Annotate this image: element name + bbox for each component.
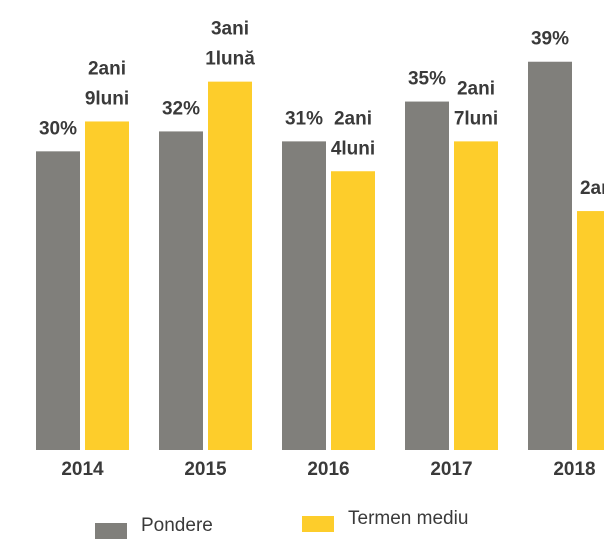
- x-tick-label: 2016: [307, 459, 349, 480]
- bar: [405, 101, 449, 451]
- legend-swatch: [302, 516, 334, 532]
- data-label: 1lună: [205, 49, 255, 70]
- data-label: 30%: [39, 118, 77, 139]
- bar: [454, 141, 498, 450]
- bar: [282, 141, 326, 450]
- x-tick-label: 2017: [430, 459, 472, 480]
- data-label: 2ani: [334, 108, 372, 129]
- data-label: 32%: [162, 98, 200, 119]
- bar: [36, 151, 80, 451]
- bar: [577, 211, 604, 450]
- legend-swatch: [95, 523, 127, 539]
- data-label: 2ani: [88, 58, 126, 79]
- data-label: 7luni: [454, 108, 498, 129]
- bar: [85, 121, 129, 450]
- x-tick-label: 2014: [61, 459, 104, 480]
- x-tick-label: 2018: [553, 459, 595, 480]
- data-label: 31%: [285, 108, 323, 129]
- bar: [159, 131, 203, 450]
- legend-label: Pondere: [141, 515, 213, 536]
- data-label: 2ani: [580, 178, 604, 199]
- data-label: 39%: [531, 29, 569, 50]
- legend-label: Termen mediu: [348, 508, 468, 529]
- bar: [208, 81, 252, 451]
- data-label: 3ani: [211, 19, 249, 40]
- data-label: 2ani: [457, 78, 495, 99]
- x-tick-label: 2015: [184, 459, 227, 480]
- data-label: 9luni: [85, 88, 129, 109]
- bar: [331, 171, 375, 450]
- bar: [528, 61, 572, 450]
- data-label: 4luni: [331, 138, 375, 159]
- data-label: 35%: [408, 69, 446, 90]
